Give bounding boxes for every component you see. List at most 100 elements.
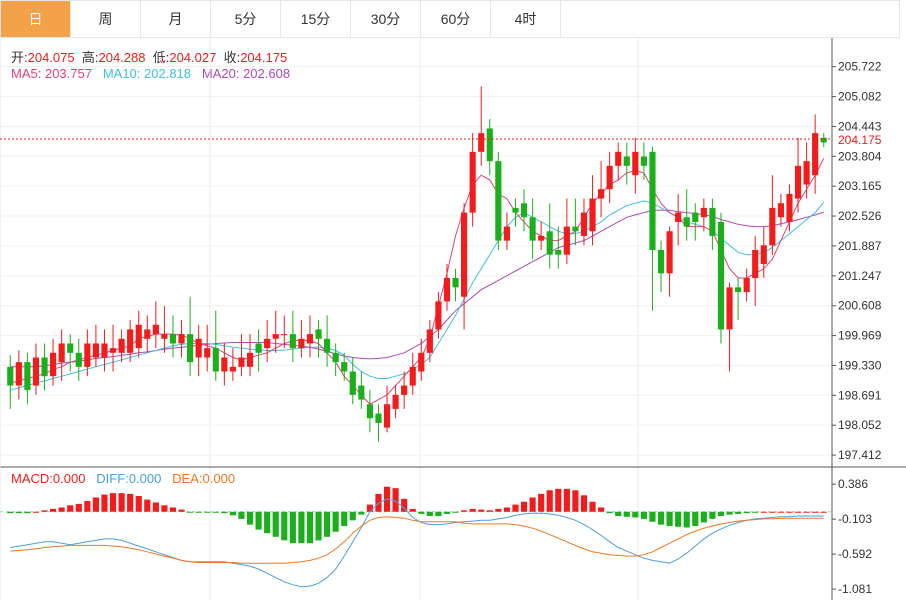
macd-bar — [555, 488, 562, 512]
candle-body — [572, 226, 579, 232]
tab-month[interactable]: 月 — [141, 1, 211, 37]
price-tick-label: 202.526 — [838, 209, 882, 223]
candle-body — [32, 357, 40, 386]
macd-bar — [7, 511, 14, 514]
ma5-label: MA5: — [11, 66, 42, 81]
candle-body — [58, 343, 65, 363]
candle-body — [606, 165, 613, 190]
macd-bar — [538, 493, 545, 512]
candle-body — [306, 334, 314, 344]
price-tick-label: 201.247 — [838, 269, 882, 283]
candle-body — [426, 329, 433, 353]
macd-bar — [726, 511, 733, 515]
candle-body — [700, 207, 707, 218]
macd-bar — [512, 504, 519, 512]
candle-body — [187, 334, 194, 363]
macd-bar — [649, 511, 656, 522]
price-tick-label: 204.443 — [838, 119, 882, 133]
candle-body — [169, 334, 177, 344]
macd-bar — [803, 511, 810, 513]
candle-body — [623, 156, 630, 166]
macd-bar — [264, 511, 271, 534]
macd-bar — [401, 498, 408, 512]
tab-4h[interactable]: 4时 — [491, 1, 561, 37]
macd-bar — [769, 511, 776, 513]
candle-body — [109, 348, 117, 353]
macd-bar — [324, 511, 331, 537]
candle-body — [538, 235, 545, 241]
tab-5min[interactable]: 5分 — [211, 1, 281, 37]
dea-label: DEA: — [172, 471, 203, 486]
tab-30min[interactable]: 30分 — [351, 1, 421, 37]
macd-bar — [15, 511, 22, 514]
tab-day[interactable]: 日 — [1, 1, 71, 37]
candle-body — [84, 343, 91, 367]
price-tick-label: 198.052 — [838, 418, 882, 432]
candle-body — [152, 324, 159, 335]
macd-bar — [289, 511, 296, 544]
macd-bar — [717, 511, 725, 517]
macd-bar — [709, 511, 716, 519]
candle-body — [495, 161, 502, 241]
candle-body — [161, 334, 168, 339]
ma10-label: MA10: — [102, 66, 141, 81]
macd-bar — [743, 511, 750, 514]
candle-body — [666, 231, 673, 274]
candle-body — [632, 151, 639, 176]
candle-body — [469, 151, 476, 213]
current-price-label: 204.175 — [838, 133, 882, 147]
candle-body — [598, 189, 605, 199]
candle-body — [675, 212, 682, 222]
macd-bar — [84, 501, 91, 512]
macd-bar — [418, 511, 425, 514]
macd-bar — [735, 511, 742, 514]
macd-value: 0.000 — [52, 471, 86, 486]
macd-bar — [169, 507, 177, 512]
macd-readout: MACD:0.000 DIFF:0.000 DEA:0.000 — [11, 471, 235, 486]
macd-bar — [580, 495, 588, 512]
macd-bar — [752, 511, 759, 513]
candle-body — [392, 394, 399, 409]
candle-body — [563, 226, 570, 255]
macd-bar — [58, 507, 65, 512]
candle-body — [144, 329, 151, 339]
ma20-value: 202.608 — [243, 66, 291, 81]
tab-60min[interactable]: 60分 — [421, 1, 491, 37]
macd-bar — [478, 509, 485, 512]
macd-bar — [632, 511, 639, 518]
ma10-value: 202.818 — [144, 66, 192, 81]
candle-body — [752, 249, 759, 279]
low-value: 204.027 — [169, 50, 217, 65]
macd-bar — [358, 511, 365, 515]
candle-body — [7, 366, 14, 386]
dea-line — [10, 516, 824, 564]
tab-15min[interactable]: 15分 — [281, 1, 351, 37]
candle-body — [92, 343, 99, 358]
macd-bar — [341, 511, 348, 527]
tab-week[interactable]: 周 — [71, 1, 141, 37]
macd-bar — [495, 508, 502, 512]
candle-body — [118, 338, 125, 353]
macd-tick-label: -1.081 — [838, 582, 872, 596]
macd-bar — [92, 497, 99, 512]
macd-bar — [486, 510, 493, 512]
candle-body — [683, 217, 690, 227]
macd-bar — [272, 511, 279, 537]
candle-body — [212, 348, 219, 372]
macd-bar — [212, 511, 219, 513]
macd-bar — [195, 511, 202, 513]
macd-label: MACD: — [11, 471, 53, 486]
candle-body — [15, 362, 22, 386]
macd-bar — [135, 496, 142, 512]
candle-body — [580, 212, 588, 236]
macd-bar — [204, 511, 211, 513]
macd-bar — [529, 497, 536, 512]
candle-body — [615, 151, 622, 166]
candle-body — [760, 245, 767, 265]
macd-bar — [281, 511, 288, 541]
macd-bar — [32, 511, 40, 513]
macd-bar — [24, 511, 31, 514]
candle-body — [794, 165, 802, 199]
candle-body — [178, 334, 185, 344]
price-tick-label: 203.165 — [838, 179, 882, 193]
